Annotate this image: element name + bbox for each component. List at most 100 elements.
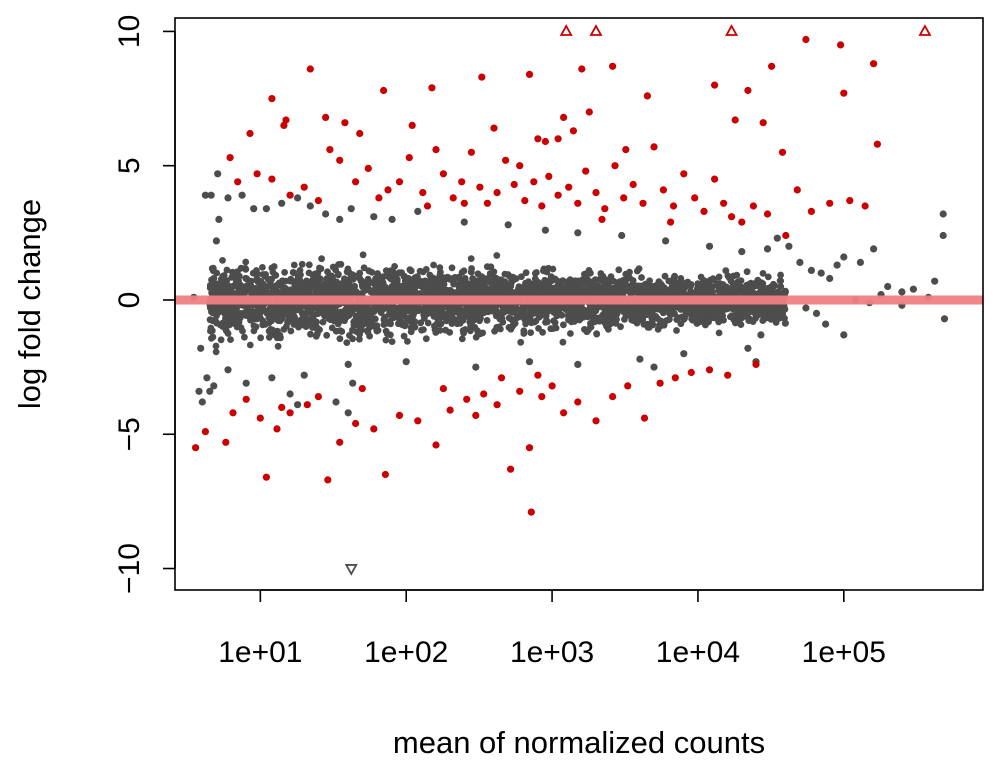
point <box>349 379 357 387</box>
significant-point <box>656 379 664 387</box>
significant-point <box>527 508 535 516</box>
cloud-point <box>411 281 419 289</box>
cloud-point <box>356 269 364 277</box>
cloud-point <box>474 306 481 314</box>
cloud-point <box>515 283 523 290</box>
outlier-markers <box>344 24 932 576</box>
cloud-point <box>287 311 294 319</box>
significant-point <box>423 202 432 210</box>
cloud-point <box>712 281 720 289</box>
point <box>250 205 258 213</box>
cloud-point <box>386 286 393 294</box>
cloud-point <box>602 286 610 294</box>
significant-point <box>601 205 609 213</box>
significant-point <box>242 395 250 403</box>
significant-point <box>680 170 688 178</box>
cloud-point <box>222 314 230 322</box>
cloud-point <box>776 314 783 322</box>
cloud-point <box>567 330 574 337</box>
significant-point <box>585 108 593 116</box>
cloud-point <box>615 289 623 296</box>
cloud-point <box>229 268 236 276</box>
significant-point <box>846 197 854 205</box>
point <box>773 234 781 242</box>
cloud-point <box>431 310 439 318</box>
significant-point <box>569 127 578 135</box>
cloud-point <box>244 312 252 320</box>
significant-point <box>476 183 484 191</box>
significant-point <box>449 194 457 202</box>
cloud-point <box>763 285 771 292</box>
cloud-point <box>250 322 258 329</box>
cloud-point <box>315 288 323 296</box>
cloud-point <box>378 305 386 312</box>
significant-point <box>840 89 848 97</box>
cloud-point <box>274 327 281 335</box>
cloud-point <box>270 263 278 270</box>
point <box>242 379 250 387</box>
cloud-point <box>682 306 689 314</box>
point <box>840 253 848 261</box>
cloud-point <box>382 327 390 335</box>
significant-point <box>624 382 632 390</box>
point <box>388 215 396 223</box>
cloud-point <box>770 313 778 320</box>
significant-point <box>574 398 582 406</box>
cloud-point <box>725 304 732 312</box>
cloud-point <box>256 289 263 296</box>
significant-point <box>782 231 790 240</box>
significant-point <box>336 156 344 164</box>
significant-point <box>414 417 422 425</box>
significant-point <box>419 189 427 197</box>
cloud-point <box>615 266 623 274</box>
cloud-point <box>272 303 279 311</box>
cloud-point <box>592 306 599 314</box>
cloud-point <box>459 288 467 296</box>
cloud-point <box>265 307 272 314</box>
point <box>884 282 892 291</box>
cloud-point <box>242 274 250 282</box>
significant-point <box>358 385 366 393</box>
significant-point <box>687 368 695 377</box>
cloud-point <box>274 342 282 350</box>
significant-point <box>229 409 237 417</box>
cloud-point <box>299 314 307 322</box>
cloud-point <box>298 260 306 268</box>
cloud-point <box>597 270 605 277</box>
cloud-point <box>401 277 409 284</box>
cloud-point <box>242 266 250 273</box>
significant-point <box>364 164 372 172</box>
cloud-point <box>316 264 323 272</box>
significant-point <box>802 35 810 44</box>
cloud-point <box>446 329 454 336</box>
significant-point <box>516 162 524 170</box>
cloud-point <box>280 326 288 333</box>
cloud-point <box>474 313 482 321</box>
significant-point <box>592 417 600 425</box>
cloud-point <box>638 274 645 281</box>
cloud-point <box>388 338 396 345</box>
significant-point <box>807 207 816 215</box>
cloud-point <box>351 273 359 281</box>
cloud-point <box>631 282 639 290</box>
significant-point <box>598 215 606 223</box>
significant-point <box>700 207 708 215</box>
cloud-point <box>673 327 680 334</box>
significant-point <box>256 414 264 422</box>
cloud-point <box>223 266 231 274</box>
significant-point <box>609 393 617 401</box>
cloud-point <box>383 319 391 327</box>
cloud-point <box>453 304 461 312</box>
cloud-point <box>550 317 558 325</box>
significant-point <box>493 401 501 409</box>
cloud-point <box>356 335 363 343</box>
cloud-point <box>508 308 516 316</box>
cloud-point <box>208 335 215 342</box>
cloud-point <box>710 314 717 322</box>
significant-point <box>720 199 728 207</box>
point <box>294 194 302 202</box>
cloud-point <box>259 271 267 278</box>
cloud-point <box>334 271 342 279</box>
significant-point <box>538 202 546 210</box>
